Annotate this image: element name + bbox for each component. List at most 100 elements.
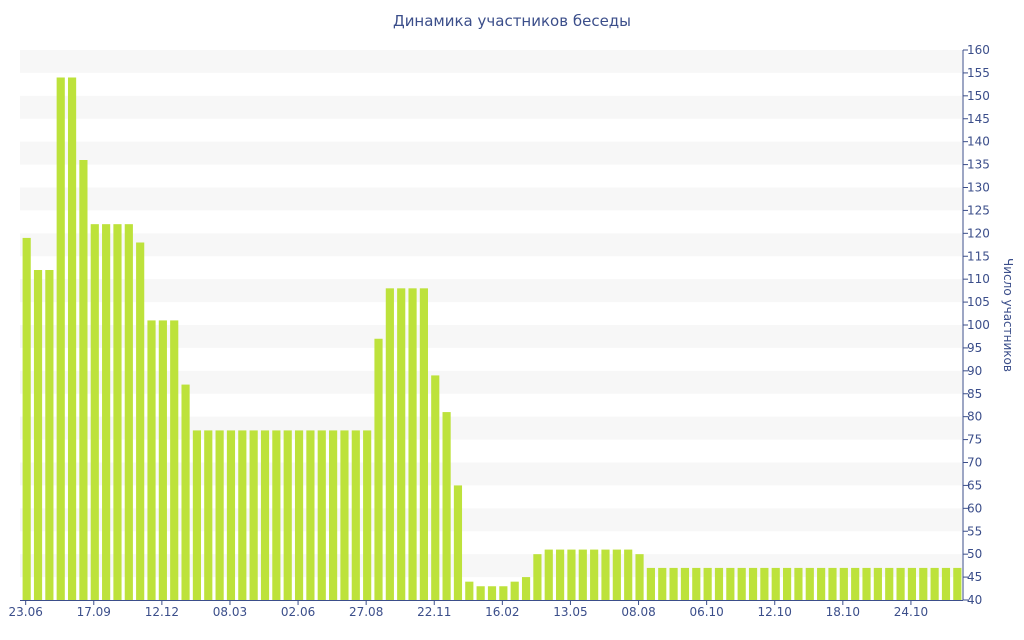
y-tick-label: 60 bbox=[967, 501, 982, 515]
x-tick-label: 08.08 bbox=[621, 605, 655, 619]
grid-band bbox=[20, 233, 962, 257]
bar bbox=[896, 567, 905, 600]
bar bbox=[340, 430, 349, 600]
bar bbox=[828, 567, 837, 600]
y-tick-label: 100 bbox=[967, 318, 990, 332]
bar bbox=[680, 567, 690, 600]
bar bbox=[544, 549, 553, 600]
x-tick-label: 13.05 bbox=[553, 605, 587, 619]
bar bbox=[45, 270, 54, 600]
bar bbox=[238, 430, 247, 600]
bar bbox=[136, 242, 145, 600]
y-tick-label: 140 bbox=[967, 135, 990, 149]
y-tick-label: 135 bbox=[967, 158, 990, 172]
bar bbox=[646, 567, 655, 600]
y-tick-label: 40 bbox=[967, 593, 982, 607]
bar bbox=[249, 430, 258, 600]
y-tick-label: 155 bbox=[967, 66, 990, 80]
bar bbox=[658, 567, 667, 600]
bar bbox=[669, 567, 678, 600]
bar bbox=[158, 320, 167, 600]
bar bbox=[817, 567, 826, 600]
x-tick-label: 12.10 bbox=[758, 605, 792, 619]
x-tick-label: 24.10 bbox=[894, 605, 928, 619]
bar bbox=[113, 224, 122, 600]
bar bbox=[204, 430, 213, 600]
bar bbox=[692, 567, 701, 600]
y-tick-label: 50 bbox=[967, 547, 982, 561]
grid-band bbox=[20, 279, 962, 303]
bar bbox=[385, 288, 394, 600]
bar bbox=[351, 430, 360, 600]
bar bbox=[839, 567, 848, 600]
x-tick-label: 23.06 bbox=[8, 605, 42, 619]
bar bbox=[873, 567, 882, 600]
bar bbox=[192, 430, 202, 600]
bar bbox=[953, 567, 962, 600]
bar bbox=[102, 224, 111, 600]
bar bbox=[635, 554, 644, 600]
bar bbox=[363, 430, 372, 600]
x-tick-label: 16.02 bbox=[485, 605, 519, 619]
bar bbox=[930, 567, 939, 600]
bar bbox=[578, 549, 587, 600]
bar bbox=[487, 586, 497, 600]
bar bbox=[453, 485, 463, 600]
bar bbox=[499, 586, 508, 600]
y-tick-label: 110 bbox=[967, 272, 990, 286]
bar bbox=[567, 549, 576, 600]
bar bbox=[590, 549, 599, 600]
y-tick-label: 55 bbox=[967, 524, 982, 538]
y-tick-label: 150 bbox=[967, 89, 990, 103]
bar bbox=[533, 554, 542, 600]
bar bbox=[397, 288, 406, 600]
bar bbox=[170, 320, 179, 600]
bar bbox=[283, 430, 292, 600]
y-tick-label: 65 bbox=[967, 478, 982, 492]
y-tick-label: 145 bbox=[967, 112, 990, 126]
x-tick-label: 17.09 bbox=[77, 605, 111, 619]
x-tick-label: 02.06 bbox=[281, 605, 315, 619]
x-tick-label: 12.12 bbox=[145, 605, 179, 619]
bar bbox=[124, 224, 133, 600]
bar bbox=[510, 581, 519, 600]
bar bbox=[226, 430, 236, 600]
bar bbox=[521, 577, 531, 600]
bar bbox=[215, 430, 224, 600]
bar bbox=[851, 567, 860, 600]
bar bbox=[317, 430, 326, 600]
bar bbox=[907, 567, 917, 600]
y-tick-label: 70 bbox=[967, 456, 982, 470]
bar bbox=[419, 288, 428, 600]
bar bbox=[760, 567, 769, 600]
grid-band bbox=[20, 50, 962, 73]
grid-band bbox=[20, 141, 962, 165]
bar bbox=[272, 430, 281, 600]
y-tick-label: 95 bbox=[967, 341, 982, 355]
x-tick-label: 22.11 bbox=[417, 605, 451, 619]
y-tick-label: 90 bbox=[967, 364, 982, 378]
bar bbox=[408, 288, 417, 600]
bar bbox=[56, 77, 65, 600]
bar bbox=[782, 567, 792, 600]
bar bbox=[624, 549, 633, 600]
y-tick-label: 115 bbox=[967, 249, 990, 263]
bar bbox=[329, 430, 338, 600]
chart-title: Динамика участников беседы bbox=[392, 12, 632, 30]
bar bbox=[703, 567, 712, 600]
bar bbox=[601, 549, 610, 600]
bar bbox=[612, 549, 621, 600]
x-tick-label: 27.08 bbox=[349, 605, 383, 619]
bar bbox=[294, 430, 304, 600]
bar bbox=[22, 237, 31, 600]
bar bbox=[941, 567, 951, 600]
grid-band bbox=[20, 325, 962, 348]
bar bbox=[90, 224, 99, 600]
bar bbox=[919, 567, 928, 600]
bar bbox=[260, 430, 270, 600]
y-tick-label: 45 bbox=[967, 570, 982, 584]
y-tick-label: 125 bbox=[967, 203, 990, 217]
grid-band bbox=[20, 370, 962, 394]
